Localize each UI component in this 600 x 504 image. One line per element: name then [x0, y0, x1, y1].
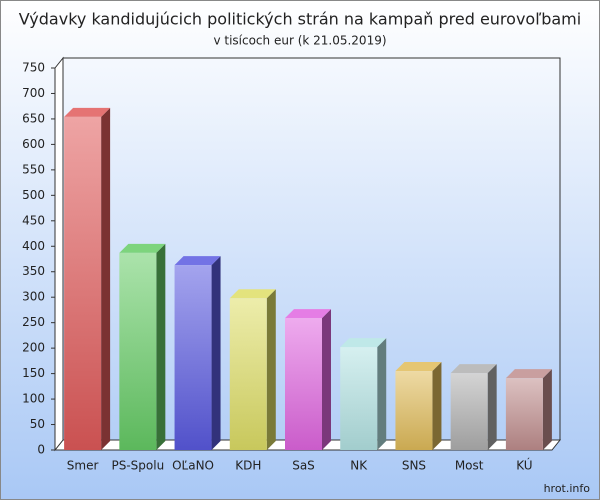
- bar-side: [156, 243, 166, 450]
- y-tick-label: 200: [22, 341, 45, 355]
- y-tick-label: 50: [30, 417, 45, 431]
- x-tick-label: PS-Spolu: [111, 459, 164, 473]
- y-tick-label: 150: [22, 366, 45, 380]
- x-tick-label: NK: [350, 459, 368, 473]
- x-tick-label: KÚ: [516, 458, 532, 473]
- bar-side: [432, 362, 442, 450]
- bar-side: [487, 364, 497, 450]
- y-tick-label: 350: [22, 264, 45, 278]
- bar: [285, 318, 322, 450]
- bar-side: [377, 338, 387, 450]
- y-tick-label: 750: [22, 61, 45, 75]
- bar-top: [450, 364, 497, 374]
- y-tick-label: 0: [37, 443, 45, 457]
- bar-top: [340, 338, 387, 348]
- bar-side: [542, 369, 552, 450]
- bar-side: [322, 309, 331, 450]
- side-wall: [54, 56, 64, 452]
- y-tick-label: 450: [22, 213, 45, 227]
- bar: [505, 378, 543, 450]
- bar-top: [64, 107, 111, 117]
- y-tick-label: 500: [22, 188, 45, 202]
- bar: [119, 252, 157, 450]
- x-tick-label: Most: [455, 459, 484, 473]
- x-tick-label: OĽaNO: [172, 459, 214, 473]
- bar-top: [229, 289, 276, 299]
- chart-title: Výdavky kandidujúcich politických strán …: [19, 10, 581, 29]
- bar-top: [395, 362, 442, 372]
- source: hrot.info: [544, 482, 591, 495]
- y-tick-label: 400: [22, 239, 45, 253]
- x-tick-label: SNS: [402, 459, 426, 473]
- y-tick-label: 550: [22, 162, 45, 176]
- y-tick-label: 700: [22, 86, 45, 100]
- bar-side: [266, 289, 276, 450]
- y-tick-label: 100: [22, 392, 45, 406]
- x-tick-label: Smer: [67, 459, 99, 473]
- bar: [174, 265, 212, 450]
- y-tick-label: 300: [22, 290, 45, 304]
- bar: [395, 371, 433, 450]
- x-tick-label: KDH: [235, 459, 261, 473]
- bar-side: [211, 256, 221, 450]
- bar-top: [174, 256, 221, 266]
- y-tick-label: 250: [22, 315, 45, 329]
- bar: [64, 116, 102, 451]
- bar: [229, 298, 267, 450]
- x-tick-label: SaS: [292, 459, 315, 473]
- bar-top: [119, 243, 166, 253]
- y-tick-label: 650: [22, 111, 45, 125]
- bar-top: [505, 369, 552, 379]
- y-tick-label: 600: [22, 137, 45, 151]
- bar-side: [101, 107, 111, 451]
- chart-subtitle: v tisícoch eur (k 21.05.2019): [213, 34, 386, 48]
- bar-top: [285, 309, 331, 319]
- bar: [340, 347, 378, 450]
- bar: [450, 373, 488, 450]
